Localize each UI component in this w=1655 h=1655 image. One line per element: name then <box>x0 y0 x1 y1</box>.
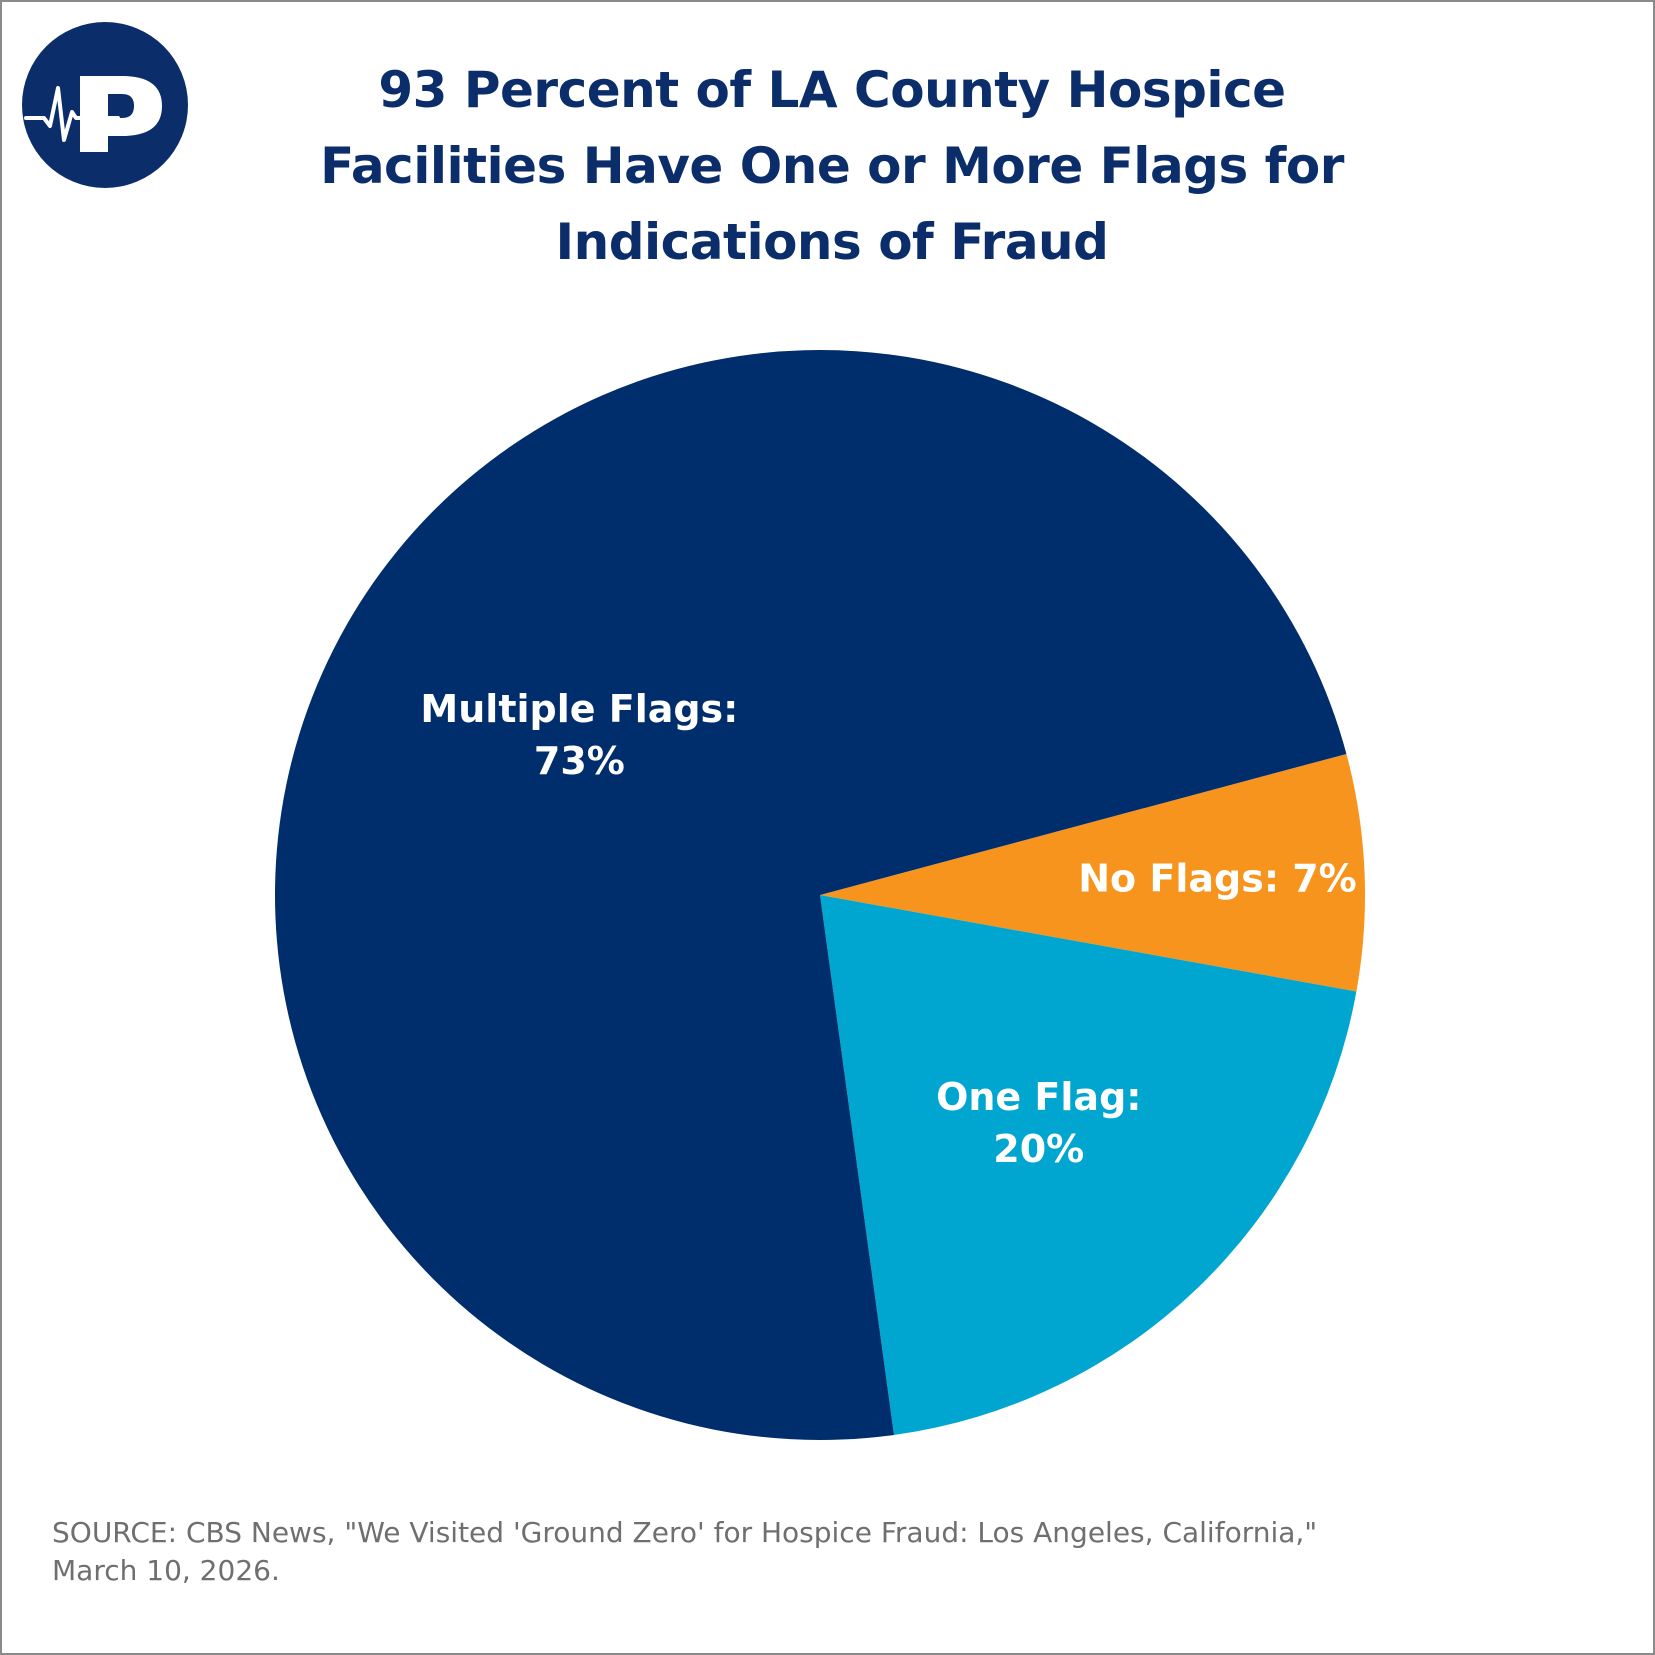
source-line: March 10, 2026. <box>52 1554 280 1587</box>
source-note: SOURCE: CBS News, "We Visited 'Ground Ze… <box>52 1514 1452 1590</box>
title-line: Facilities Have One or More Flags for <box>320 137 1344 195</box>
slice-label: One Flag: 20% <box>936 1075 1141 1171</box>
slice-label: Multiple Flags: 73% <box>420 687 738 783</box>
chart-title: 93 Percent of LA County Hospice Faciliti… <box>212 52 1452 280</box>
pie-slice <box>820 753 1365 992</box>
pie-slice <box>275 350 1347 1441</box>
pie-slice <box>820 895 1357 1435</box>
title-line: Indications of Fraud <box>555 213 1109 271</box>
slice-label: No Flags: 7% <box>1078 856 1357 900</box>
heartbeat-p-logo-icon <box>22 22 188 188</box>
title-line: 93 Percent of LA County Hospice <box>378 61 1286 119</box>
source-line: SOURCE: CBS News, "We Visited 'Ground Ze… <box>52 1516 1318 1549</box>
